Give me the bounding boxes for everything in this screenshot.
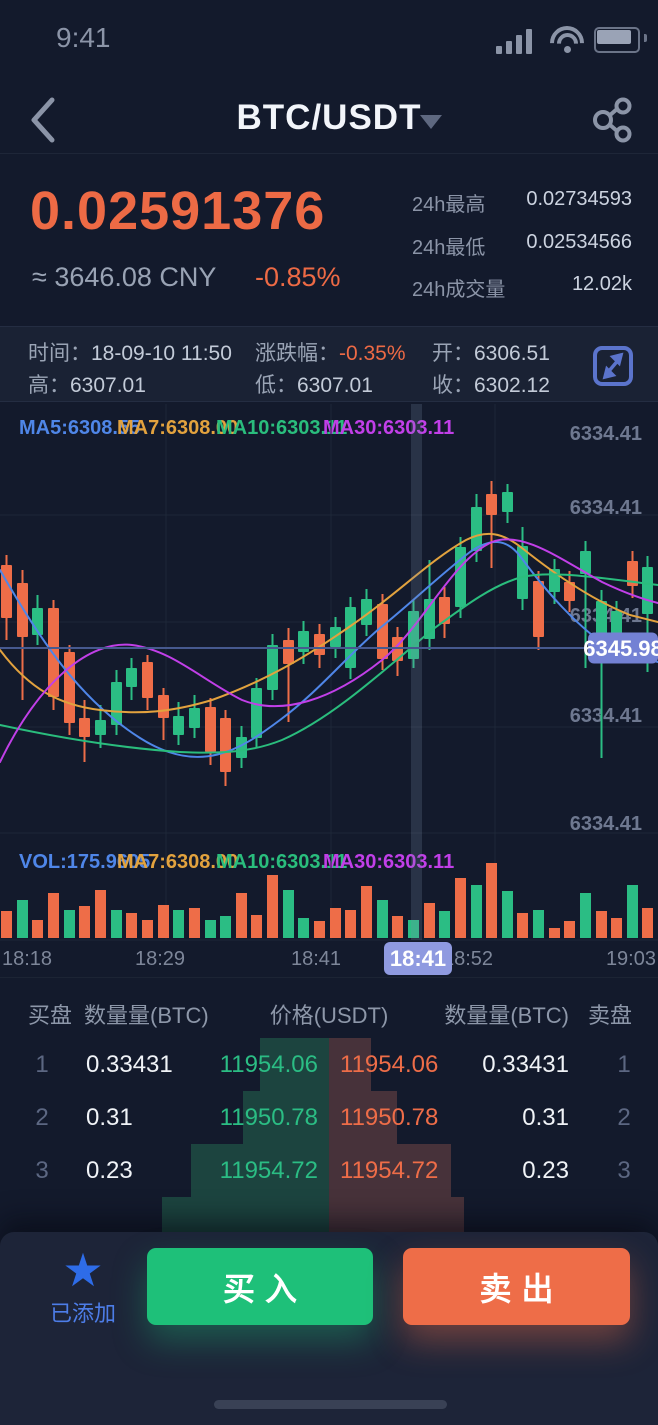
buy-depth-bar — [162, 1197, 329, 1232]
sell-quantity: 0.31 — [522, 1104, 569, 1131]
volume-legend: VOL:175.9605 MA7:6308.00 MA10:6303.11 MA… — [0, 851, 590, 875]
sell-price: 11950.78 — [340, 1104, 439, 1131]
wifi-icon — [542, 18, 592, 68]
sell-quantity: 0.33431 — [482, 1051, 569, 1078]
svg-text:6334.41: 6334.41 — [570, 813, 642, 835]
sell-price: 11954.72 — [340, 1157, 439, 1184]
vma30-legend: MA30:6303.11 — [323, 851, 455, 873]
vma7-legend: MA7:6308.00 — [117, 851, 239, 873]
expand-chart-button[interactable] — [592, 344, 634, 388]
status-time: 9:41 — [56, 22, 111, 53]
buy-button[interactable]: 买入 — [147, 1248, 373, 1325]
svg-text:6334.41: 6334.41 — [570, 705, 642, 727]
order-book-row[interactable]: 2 0.31 11950.78 11950.78 0.31 2 — [0, 1091, 658, 1144]
info-low: 低：6307.01 — [255, 374, 373, 397]
svg-text:18:41: 18:41 — [291, 948, 341, 970]
sell-depth-bar — [329, 1038, 371, 1091]
sell-price: 11954.06 — [340, 1051, 439, 1078]
row-index: 3 — [35, 1157, 49, 1184]
svg-text:19:03: 19:03 — [606, 948, 656, 970]
star-icon: ★ — [62, 1244, 104, 1296]
buy-depth-bar — [191, 1144, 329, 1197]
sell-qty-header: 数量量(BTC) — [444, 1003, 569, 1028]
svg-text:18:41: 18:41 — [390, 946, 446, 971]
svg-text:6345.98: 6345.98 — [583, 636, 658, 661]
row-index: 2 — [35, 1104, 49, 1131]
candlestick-chart[interactable]: 6334.416334.416334.416334.416334.416345.… — [0, 400, 658, 978]
info-time: 时间：18-09-10 11:50 — [28, 342, 232, 365]
buy-side-header: 买盘 — [28, 1003, 73, 1028]
sell-depth-bar — [329, 1197, 464, 1232]
order-book: 买盘 数量量(BTC) 价格(USDT) 数量量(BTC) 卖盘 1 0.3343… — [0, 990, 658, 1232]
buy-depth-bar — [260, 1038, 329, 1091]
buy-price: 11954.72 — [219, 1157, 318, 1184]
buy-price: 11954.06 — [219, 1051, 318, 1078]
chevron-down-icon[interactable] — [420, 115, 442, 129]
ohlc-info-bar: 时间：18-09-10 11:50 涨跌幅：-0.35% 开：6306.51 高… — [0, 326, 658, 402]
ma30-legend: MA30:6303.11 — [323, 417, 455, 439]
row-index: 1 — [617, 1051, 631, 1078]
ma5-legend: MA5:6308.55 — [19, 417, 141, 439]
stat-24h-high: 24h最高 0.02734593 — [412, 188, 632, 216]
stat-24h-volume: 24h成交量 12.02k — [412, 273, 632, 301]
row-index: 2 — [617, 1104, 631, 1131]
vol-legend: VOL:175.9605 — [19, 851, 151, 873]
home-indicator[interactable] — [214, 1400, 447, 1409]
share-icon[interactable] — [590, 96, 634, 144]
fiat-price: ≈ 3646.08 CNY — [32, 262, 217, 292]
buy-quantity: 0.31 — [86, 1104, 133, 1131]
vma10-legend: MA10:6303.11 — [216, 851, 348, 873]
info-close: 收：6302.12 — [432, 374, 550, 397]
sell-depth-bar — [329, 1091, 397, 1144]
battery-icon — [594, 27, 647, 53]
header-divider — [0, 153, 658, 154]
sell-button[interactable]: 卖出 — [403, 1248, 630, 1325]
info-high: 高：6307.01 — [28, 374, 146, 397]
svg-text:6334.41: 6334.41 — [570, 423, 642, 445]
buy-qty-header: 数量量(BTC) — [84, 1003, 209, 1028]
svg-text:6334.41: 6334.41 — [570, 497, 642, 519]
favorite-label: 已添加 — [49, 1301, 116, 1326]
row-index: 1 — [35, 1051, 49, 1078]
order-book-header: 买盘 数量量(BTC) 价格(USDT) 数量量(BTC) 卖盘 — [0, 998, 658, 1032]
axis-divider — [0, 977, 658, 978]
back-button[interactable] — [22, 94, 66, 146]
sell-quantity: 0.23 — [522, 1157, 569, 1184]
favorite-toggle[interactable]: ★ 已添加 — [38, 1246, 128, 1328]
buy-quantity: 0.33431 — [86, 1051, 173, 1078]
svg-text:18:29: 18:29 — [135, 948, 185, 970]
buy-quantity: 0.23 — [86, 1157, 133, 1184]
price-header: 价格(USDT) — [269, 1003, 389, 1028]
ma-legend: MA5:6308.55 MA7:6308.00 MA10:6303.11 MA3… — [0, 417, 590, 441]
row-index: 3 — [617, 1157, 631, 1184]
buy-price: 11950.78 — [219, 1104, 318, 1131]
info-change: 涨跌幅：-0.35% — [255, 342, 406, 365]
stat-24h-low: 24h最低 0.02534566 — [412, 231, 632, 259]
svg-text:18:52: 18:52 — [443, 948, 493, 970]
svg-text:18:18: 18:18 — [2, 948, 52, 970]
ma10-legend: MA10:6303.11 — [216, 417, 348, 439]
info-open: 开：6306.51 — [432, 342, 550, 365]
pair-title[interactable]: BTC/USDT — [236, 98, 422, 137]
order-book-row[interactable]: 3 0.23 11954.72 11954.72 0.23 3 — [0, 1144, 658, 1197]
sell-side-header: 卖盘 — [587, 1003, 632, 1028]
sell-depth-bar — [329, 1144, 451, 1197]
signal-icon — [496, 28, 540, 54]
change-percent: -0.85% — [255, 262, 341, 292]
ma7-legend: MA7:6308.00 — [117, 417, 239, 439]
last-price: 0.02591376 — [30, 181, 326, 241]
order-book-row[interactable]: 1 0.33431 11954.06 11954.06 0.33431 1 — [0, 1038, 658, 1091]
action-bar: ★ 已添加 买入 卖出 — [0, 1232, 658, 1425]
order-book-row[interactable] — [0, 1197, 658, 1232]
buy-depth-bar — [243, 1091, 329, 1144]
